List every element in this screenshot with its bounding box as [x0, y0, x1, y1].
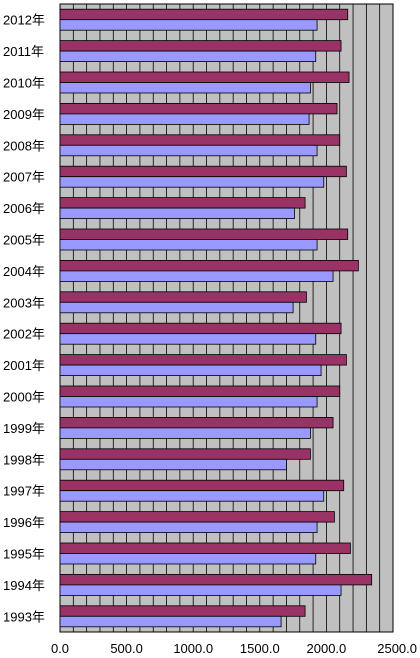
bar-series-1-5: [59, 165, 347, 178]
bar-series-2-11: [59, 364, 322, 377]
y-tick-label: 2012年: [3, 13, 45, 28]
y-tick-label: 2000年: [3, 390, 45, 405]
bar-series-1-7: [59, 228, 349, 240]
y-tick-label: 2007年: [3, 170, 45, 185]
y-tick-label: 2008年: [3, 138, 45, 153]
bar-series-1-9: [59, 291, 307, 303]
bar-series-2-12: [59, 396, 318, 408]
bars: [59, 8, 373, 628]
bar-series-2-17: [59, 553, 317, 565]
y-tick-label: 2005年: [3, 233, 45, 248]
bar-series-2-10: [59, 333, 317, 345]
bar-series-2-1: [59, 50, 317, 62]
y-tick-label: 1997年: [3, 484, 45, 499]
bar-series-1-12: [59, 385, 341, 397]
y-tick-label: 2006年: [3, 201, 45, 216]
bar-series-1-3: [59, 103, 338, 115]
bar-series-1-16: [59, 511, 335, 523]
bar-series-2-0: [59, 19, 318, 31]
x-tick-label: 1000.0: [173, 641, 213, 656]
bar-series-1-15: [59, 479, 345, 492]
bar-series-1-17: [59, 542, 351, 554]
bar-series-2-18: [59, 584, 342, 596]
y-tick-label: 1996年: [3, 515, 45, 530]
y-tick-label: 1999年: [3, 421, 45, 436]
bar-series-2-16: [59, 521, 318, 533]
y-tick-label: 1998年: [3, 452, 45, 467]
x-axis-labels: 0.0 500.0 1000.0 1500.0 2000.0 2500.0: [51, 641, 417, 656]
bar-series-2-6: [59, 207, 295, 220]
bar-series-2-2: [59, 82, 311, 94]
y-tick-label: 1993年: [3, 609, 45, 624]
y-tick-label: 2002年: [3, 327, 45, 342]
y-tick-label: 2010年: [3, 76, 45, 91]
bar-series-1-19: [59, 605, 306, 617]
bar-series-1-14: [59, 448, 311, 460]
y-tick-label: 1995年: [3, 547, 45, 562]
y-tick-label: 2011年: [3, 44, 44, 59]
bar-series-2-15: [59, 490, 325, 502]
bar-series-2-7: [59, 239, 318, 251]
bar-series-1-10: [59, 322, 342, 335]
x-tick-label: 1500.0: [240, 641, 280, 656]
plot-area: [59, 3, 394, 633]
bar-series-2-13: [59, 427, 311, 439]
bar-series-2-8: [59, 270, 334, 282]
y-axis-labels: 2012年 2011年 2010年 2009年 2008年 2007年 2006年 2005年…: [3, 13, 45, 625]
y-tick-label: 2003年: [3, 295, 45, 310]
bar-series-2-5: [59, 176, 325, 188]
bar-series-1-4: [59, 134, 341, 146]
y-tick-label: 1994年: [3, 578, 45, 593]
bar-series-2-14: [59, 458, 287, 471]
bar-series-1-8: [59, 259, 359, 272]
x-tick-label: 2000.0: [307, 641, 347, 656]
x-tick-label: 0.0: [51, 641, 69, 656]
bar-series-2-19: [59, 615, 282, 628]
bar-series-2-4: [59, 144, 318, 157]
bar-series-1-0: [59, 8, 349, 21]
bar-series-1-2: [59, 71, 350, 83]
bar-series-2-3: [59, 113, 310, 125]
x-tick-label: 500.0: [110, 641, 143, 656]
y-tick-label: 2004年: [3, 264, 45, 279]
bar-series-1-13: [59, 416, 334, 429]
bar-series-1-18: [59, 574, 373, 586]
x-tick-label: 2500.0: [377, 641, 417, 656]
y-tick-label: 2001年: [3, 358, 45, 373]
bar-series-2-9: [59, 301, 294, 314]
bar-series-1-6: [59, 197, 306, 209]
y-tick-label: 2009年: [3, 107, 45, 122]
bar-series-1-11: [59, 354, 347, 366]
bar-series-1-1: [59, 40, 342, 52]
